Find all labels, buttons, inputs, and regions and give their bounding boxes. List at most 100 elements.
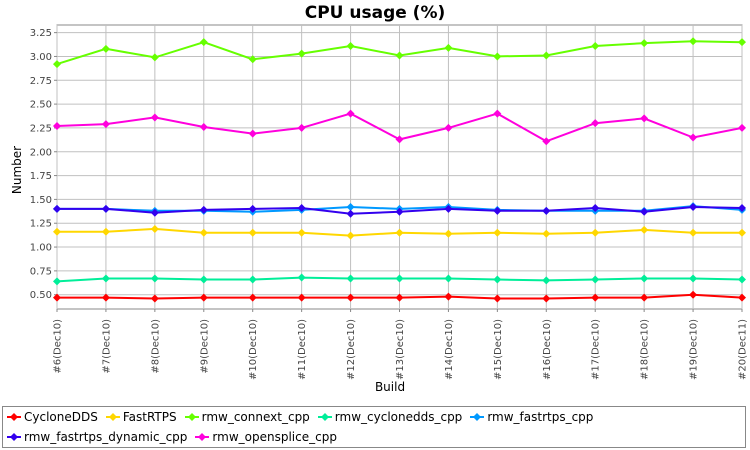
data-point [542, 137, 551, 146]
data-point [53, 60, 61, 69]
grid-lines [56, 25, 743, 309]
data-point [150, 274, 159, 283]
legend-label: CycloneDDS [24, 410, 98, 424]
data-point [640, 207, 649, 216]
data-point [640, 293, 649, 302]
y-axis-ticks: 0.50 0.75 1.00 1.25 1.50 1.75 2.00 2.25 2.50 2.75… [30, 28, 57, 301]
data-point [101, 293, 110, 302]
legend-swatch-icon [470, 413, 485, 421]
data-point [493, 294, 502, 303]
legend-item: FastRTPS [105, 410, 177, 424]
legend-row-2: rmw_fastrtps_dynamic_cpp rmw_opensplice_c… [7, 427, 345, 447]
legend-label: rmw_fastrtps_cpp [487, 410, 594, 424]
data-point [199, 38, 208, 47]
x-tick-label: #10(Dec10) [248, 319, 259, 380]
data-point [248, 204, 257, 213]
y-tick-label: 0.75 [30, 266, 52, 277]
y-tick-label: 1.75 [30, 171, 52, 182]
data-point [297, 49, 306, 58]
x-tick-label: #15(Dec10) [493, 319, 504, 380]
data-point [689, 203, 698, 212]
data-point [591, 293, 600, 302]
data-point [53, 122, 61, 131]
data-point [150, 53, 159, 62]
data-point [297, 273, 306, 282]
data-point [346, 109, 355, 118]
data-point [444, 43, 453, 52]
data-point [395, 135, 404, 144]
data-point [53, 277, 61, 286]
data-point [493, 109, 502, 118]
cpu-usage-chart: CPU usage (%) Number Build 0.50 0.75 1.00 1… [10, 3, 749, 394]
legend-label: FastRTPS [122, 410, 177, 424]
data-point [297, 203, 306, 212]
x-tick-label: #16(Dec10) [542, 319, 553, 380]
data-point [150, 224, 159, 233]
data-point [101, 227, 110, 236]
x-tick-label: #8(Dec10) [150, 319, 161, 374]
data-point [640, 39, 649, 48]
data-point [199, 228, 208, 237]
legend-row-1: CycloneDDS FastRTPS rmw_connext_cpp rmw_cyc… [7, 407, 601, 427]
series-CycloneDDS [53, 290, 746, 303]
y-tick-label: 1.00 [30, 243, 52, 254]
y-tick-label: 2.50 [30, 100, 52, 111]
data-point [542, 229, 551, 238]
data-point [738, 275, 746, 284]
legend-label: rmw_fastrtps_dynamic_cpp [24, 430, 188, 444]
y-tick-label: 3.25 [30, 28, 52, 39]
series-rmw_opensplice_cpp [53, 109, 746, 146]
legend-item: rmw_fastrtps_dynamic_cpp [7, 430, 187, 444]
data-point [738, 123, 746, 132]
data-point [738, 38, 746, 47]
y-axis-label: Number [10, 146, 24, 194]
data-point [297, 228, 306, 237]
legend-swatch-icon [7, 413, 21, 421]
x-tick-label: #13(Dec10) [395, 319, 406, 380]
data-point [689, 133, 698, 142]
legend-swatch-icon [317, 413, 332, 421]
data-point [150, 208, 159, 217]
data-point [591, 228, 600, 237]
data-point [542, 206, 551, 215]
data-point [297, 123, 306, 132]
data-point [248, 293, 257, 302]
data-point [395, 51, 404, 60]
data-point [199, 275, 208, 284]
series-rmw_cyclonedds_cpp [53, 273, 746, 286]
legend-swatch-icon [7, 433, 21, 441]
data-point [689, 290, 698, 299]
data-point [591, 275, 600, 284]
legend-item: rmw_fastrtps_cpp [470, 410, 593, 424]
data-point [297, 293, 306, 302]
data-point [444, 123, 453, 132]
data-point [493, 52, 502, 61]
data-point [542, 51, 551, 60]
data-point [738, 228, 746, 237]
legend-label: rmw_opensplice_cpp [212, 430, 337, 444]
legend-item: rmw_opensplice_cpp [195, 430, 337, 444]
x-tick-label: #20(Dec11) [738, 319, 749, 380]
data-point [444, 204, 453, 213]
data-point [346, 41, 355, 50]
data-point [738, 203, 746, 212]
data-point [248, 275, 257, 284]
data-point [444, 229, 453, 238]
data-point [150, 294, 159, 303]
data-point [248, 55, 257, 64]
data-point [591, 203, 600, 212]
data-point [101, 274, 110, 283]
y-tick-label: 2.00 [30, 147, 52, 158]
data-point [395, 274, 404, 283]
x-tick-label: #12(Dec10) [346, 319, 357, 380]
chart-title: CPU usage (%) [305, 3, 446, 23]
data-point [346, 293, 355, 302]
y-tick-label: 1.25 [30, 219, 52, 230]
legend-swatch-icon [105, 413, 120, 421]
series-rmw_connext_cpp [53, 37, 746, 69]
chart-legend: CycloneDDS FastRTPS rmw_connext_cpp rmw_cyc… [2, 406, 746, 448]
x-axis-label: Build [375, 380, 405, 394]
series-FastRTPS [53, 224, 746, 240]
x-axis-ticks: #6(Dec10) #7(Dec10) #8(Dec10) #9(Dec10) #10(… [53, 309, 749, 380]
data-point [640, 114, 649, 123]
